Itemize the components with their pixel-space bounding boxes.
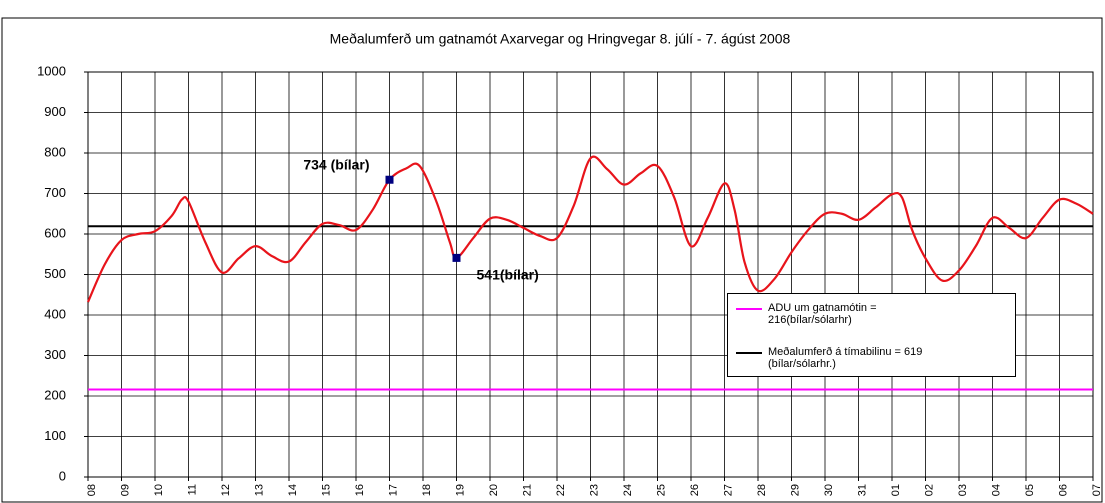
legend: ADU um gatnamótin = 216(bílar/sólarhr) Me… bbox=[727, 293, 1016, 377]
x-tick-label: 13 bbox=[253, 484, 265, 496]
x-tick-label: 15 bbox=[320, 484, 332, 496]
annotation-marker bbox=[385, 175, 394, 184]
x-tick-label: 17 bbox=[387, 484, 399, 496]
x-tick-label: 14 bbox=[287, 484, 299, 496]
x-tick-label: 20 bbox=[488, 484, 500, 496]
x-tick-label: 09 bbox=[119, 484, 131, 496]
y-tick-label: 200 bbox=[44, 387, 66, 402]
x-tick-label: 28 bbox=[756, 484, 768, 496]
x-tick-label: 03 bbox=[957, 484, 969, 496]
x-tick-label: 26 bbox=[689, 484, 701, 496]
y-tick-label: 800 bbox=[44, 144, 66, 159]
y-tick-label: 500 bbox=[44, 266, 66, 281]
x-tick-label: 12 bbox=[220, 484, 232, 496]
x-tick-label: 02 bbox=[923, 484, 935, 496]
x-tick-label: 07 bbox=[1091, 484, 1103, 496]
x-tick-label: 31 bbox=[856, 484, 868, 496]
annotation: 734 (bílar) bbox=[303, 156, 369, 172]
legend-entry: Meðalumferð á tímabilinu = 619 (bílar/só… bbox=[736, 346, 922, 370]
y-tick-label: 900 bbox=[44, 104, 66, 119]
y-tick-label: 600 bbox=[44, 225, 66, 240]
annotation: 541(bílar) bbox=[477, 267, 539, 283]
x-tick-label: 06 bbox=[1057, 484, 1069, 496]
x-tick-label: 25 bbox=[655, 484, 667, 496]
x-tick-label: 01 bbox=[890, 484, 902, 496]
legend-label: Meðalumferð á tímabilinu = 619 (bílar/só… bbox=[768, 346, 923, 370]
x-tick-label: 22 bbox=[555, 484, 567, 496]
y-tick-label: 400 bbox=[44, 306, 66, 321]
legend-swatch bbox=[736, 308, 762, 310]
annotation-marker bbox=[452, 253, 461, 262]
legend-swatch bbox=[736, 352, 762, 354]
x-tick-label: 30 bbox=[823, 484, 835, 496]
y-tick-label: 0 bbox=[59, 468, 66, 483]
x-tick-label: 24 bbox=[622, 484, 634, 496]
x-tick-label: 04 bbox=[990, 484, 1002, 496]
x-tick-label: 29 bbox=[789, 484, 801, 496]
y-tick-label: 100 bbox=[44, 428, 66, 443]
x-tick-label: 19 bbox=[454, 484, 466, 496]
x-tick-label: 21 bbox=[521, 484, 533, 496]
x-tick-label: 18 bbox=[421, 484, 433, 496]
chart-title: Meðalumferð um gatnamót Axarvegar og Hri… bbox=[330, 31, 791, 47]
legend-label: ADU um gatnamótin = 216(bílar/sólarhr) bbox=[768, 302, 877, 326]
y-tick-label: 300 bbox=[44, 347, 66, 362]
x-tick-label: 05 bbox=[1024, 484, 1036, 496]
x-tick-label: 10 bbox=[153, 484, 165, 496]
x-tick-label: 27 bbox=[722, 484, 734, 496]
y-tick-label: 1000 bbox=[37, 63, 66, 78]
x-tick-label: 16 bbox=[354, 484, 366, 496]
legend-entry: ADU um gatnamótin = 216(bílar/sólarhr) bbox=[736, 302, 877, 326]
data-line bbox=[86, 155, 1094, 303]
y-tick-label: 700 bbox=[44, 185, 66, 200]
x-tick-label: 08 bbox=[86, 484, 98, 496]
x-tick-label: 11 bbox=[186, 484, 198, 495]
x-tick-label: 23 bbox=[588, 484, 600, 496]
